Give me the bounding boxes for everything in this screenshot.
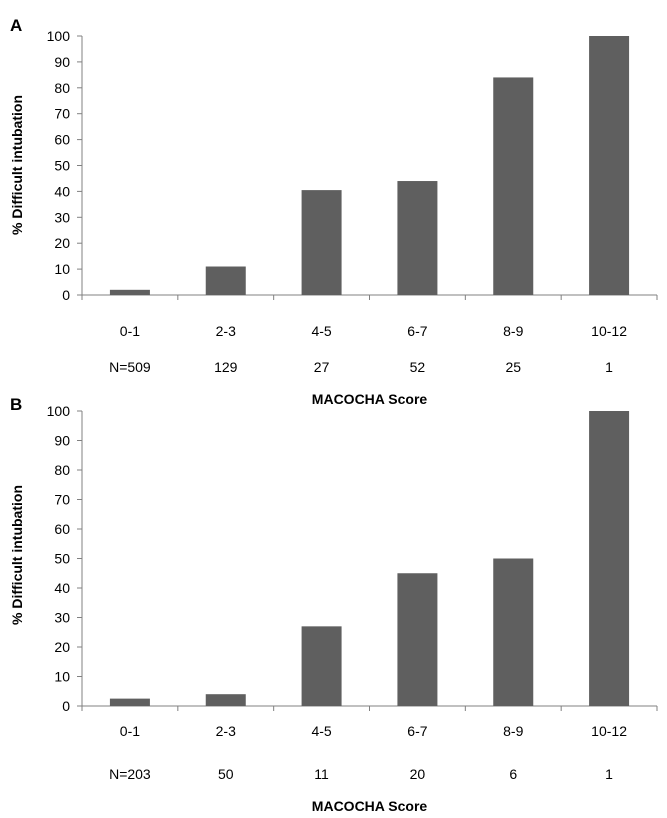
y-tick-label: 20	[54, 235, 70, 251]
bar-6-7	[397, 573, 438, 706]
y-tick-label: 70	[54, 106, 70, 122]
y-tick-label: 90	[54, 54, 70, 70]
bar-0-1	[109, 289, 150, 295]
x-axis-title: MACOCHA Score	[312, 798, 428, 814]
y-tick-label: 80	[54, 462, 70, 478]
panel-a: A 0 10 20 30 40 50 60 70 80 90 100 0-1 N=509 2-3 129 4-5…	[9, 16, 658, 407]
x-tick-label: 0-1	[120, 323, 140, 339]
y-tick-label: 10	[54, 669, 70, 685]
y-tick-label: 90	[54, 433, 70, 449]
y-tick-label: 70	[54, 492, 70, 508]
y-tick-label: 60	[54, 132, 70, 148]
bar-8-9	[493, 77, 534, 295]
bar-8-9	[493, 558, 534, 706]
y-tick-label: 100	[47, 28, 71, 44]
n-label: 52	[410, 359, 426, 375]
x-tick-label: 2-3	[216, 323, 236, 339]
x-tick-label: 10-12	[591, 323, 627, 339]
y-tick-label: 10	[54, 261, 70, 277]
n-label: 25	[505, 359, 521, 375]
y-tick-label: 20	[54, 639, 70, 655]
y-tick-label: 40	[54, 580, 70, 596]
x-tick-label: 2-3	[216, 723, 236, 739]
y-tick-label: 50	[54, 158, 70, 174]
bar-0-1	[109, 698, 150, 706]
bar-10-12	[589, 411, 630, 706]
x-tick-label: 8-9	[503, 723, 523, 739]
bar-10-12	[589, 36, 630, 295]
y-tick-label: 30	[54, 610, 70, 626]
n-label: 1	[605, 359, 613, 375]
bar-6-7	[397, 181, 438, 295]
y-tick-label: 40	[54, 183, 70, 199]
y-tick-label: 0	[62, 287, 70, 303]
n-label: 129	[214, 359, 238, 375]
panel-letter: A	[10, 16, 22, 35]
x-tick-label: 0-1	[120, 723, 140, 739]
y-axis-title: % Difficult intubation	[9, 95, 25, 235]
y-tick-label: 100	[47, 403, 71, 419]
panel-b: B 0 10 20 30 40 50 60 70 80 90 100 0-1 N=203 2-3 50 4-5 1…	[9, 395, 658, 814]
n-label: N=509	[109, 359, 151, 375]
n-label: N=203	[109, 766, 151, 782]
n-label: 6	[509, 766, 517, 782]
x-axis-title: MACOCHA Score	[312, 391, 428, 407]
y-axis-title: % Difficult intubation	[9, 485, 25, 625]
x-tick-label: 10-12	[591, 723, 627, 739]
x-tick-label: 6-7	[407, 323, 427, 339]
y-tick-label: 30	[54, 209, 70, 225]
y-tick-label: 50	[54, 551, 70, 567]
x-tick-label: 4-5	[311, 323, 331, 339]
x-tick-label: 8-9	[503, 323, 523, 339]
bar-4-5	[301, 190, 342, 295]
panel-letter: B	[10, 395, 22, 414]
n-label: 1	[605, 766, 613, 782]
n-label: 11	[314, 766, 329, 782]
y-tick-label: 60	[54, 521, 70, 537]
y-tick-label: 80	[54, 80, 70, 96]
y-tick-label: 0	[62, 698, 70, 714]
bar-2-3	[205, 266, 246, 295]
x-tick-label: 4-5	[311, 723, 331, 739]
n-label: 50	[218, 766, 234, 782]
bar-2-3	[205, 694, 246, 706]
n-label: 27	[314, 359, 330, 375]
x-tick-label: 6-7	[407, 723, 427, 739]
n-label: 20	[410, 766, 426, 782]
bar-4-5	[301, 626, 342, 706]
